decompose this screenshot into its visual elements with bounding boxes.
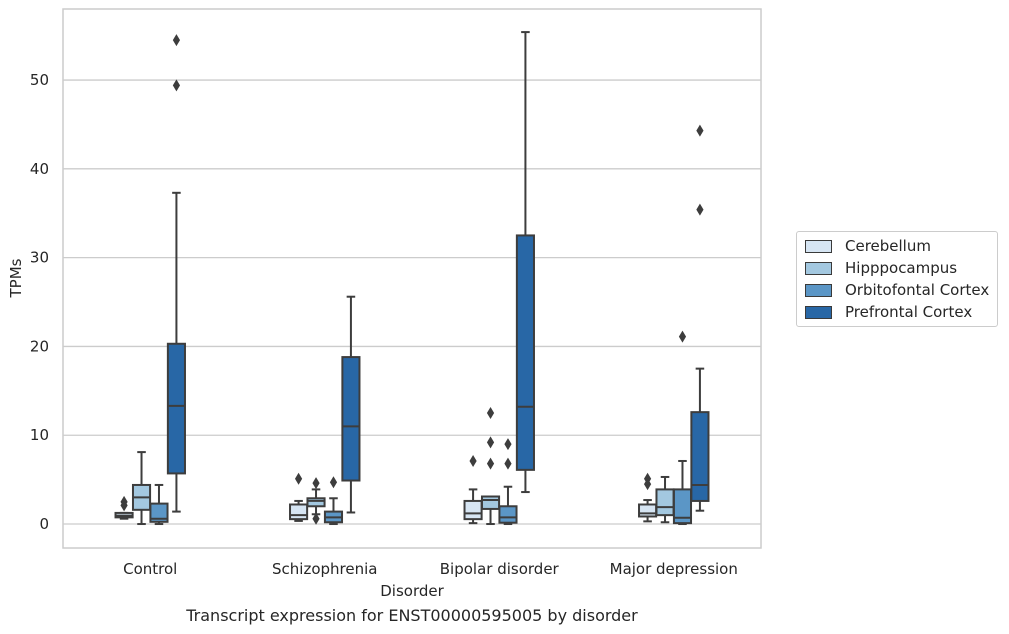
outlier-cerebellum-major-depression-1 xyxy=(643,472,652,485)
box-prefrontal-cortex-major-depression xyxy=(690,124,710,512)
legend-swatch-cerebellum xyxy=(805,239,832,253)
box-body-prefrontal-cortex-major-depression xyxy=(690,411,710,502)
outlier-orbitofontal-cortex-major-depression-0 xyxy=(678,330,687,343)
chart-caption: Transcript expression for ENST0000059500… xyxy=(186,606,638,625)
y-tick-label-40: 40 xyxy=(30,160,49,178)
box-hipppocampus-schizophrenia xyxy=(306,477,326,525)
box-body-hipppocampus-schizophrenia xyxy=(306,497,326,508)
outlier-hipppocampus-bipolar-disorder-1 xyxy=(486,436,495,449)
outlier-cerebellum-bipolar-disorder-0 xyxy=(469,454,477,467)
y-tick-label-20: 20 xyxy=(30,337,49,355)
box-hipppocampus-bipolar-disorder xyxy=(480,407,501,526)
box-hipppocampus-control xyxy=(131,451,152,526)
legend-item-hippocampus: Hipppocampus xyxy=(805,257,957,279)
box-hipppocampus-major-depression xyxy=(655,475,675,524)
outlier-hipppocampus-bipolar-disorder-0 xyxy=(486,457,495,470)
box-body-cerebellum-bipolar-disorder xyxy=(463,499,483,521)
x-tick-label-control: Control xyxy=(123,560,177,578)
y-tick-label-0: 0 xyxy=(39,515,49,533)
outlier-prefrontal-cortex-control-1 xyxy=(172,34,181,47)
box-body-hipppocampus-bipolar-disorder xyxy=(480,495,501,510)
legend-label-cerebellum: Cerebellum xyxy=(845,237,931,255)
boxes xyxy=(114,31,710,526)
legend-item-prefrontal: Prefrontal Cortex xyxy=(805,301,972,323)
legend-label-hippocampus: Hipppocampus xyxy=(845,259,958,277)
box-prefrontal-cortex-bipolar-disorder xyxy=(515,31,535,494)
box-body-orbitofontal-cortex-bipolar-disorder xyxy=(498,505,518,524)
outlier-prefrontal-cortex-control-0 xyxy=(172,79,181,92)
outlier-prefrontal-cortex-major-depression-1 xyxy=(696,124,704,137)
y-axis-label: TPMs xyxy=(7,258,25,298)
legend-swatch-prefrontal xyxy=(805,305,832,319)
outlier-orbitofontal-cortex-bipolar-disorder-1 xyxy=(504,438,512,451)
legend-swatch-orbitofrontal xyxy=(805,283,832,297)
box-body-hipppocampus-major-depression xyxy=(655,488,675,517)
y-tick-label-30: 30 xyxy=(30,249,49,267)
legend-item-cerebellum: Cerebellum xyxy=(805,235,931,257)
box-body-cerebellum-schizophrenia xyxy=(289,503,309,521)
outlier-cerebellum-schizophrenia-0 xyxy=(294,472,303,485)
box-cerebellum-control xyxy=(114,495,134,520)
box-body-prefrontal-cortex-schizophrenia xyxy=(341,356,361,482)
outlier-orbitofontal-cortex-bipolar-disorder-0 xyxy=(504,457,512,470)
y-tick-label-50: 50 xyxy=(30,71,49,89)
box-cerebellum-schizophrenia xyxy=(289,472,309,522)
box-orbitofontal-cortex-control xyxy=(149,483,169,526)
y-tick-label-10: 10 xyxy=(30,426,49,444)
outlier-orbitofontal-cortex-schizophrenia-0 xyxy=(329,476,338,489)
legend-swatch-hippocampus xyxy=(805,261,832,275)
box-prefrontal-cortex-schizophrenia xyxy=(341,295,361,514)
box-orbitofontal-cortex-major-depression xyxy=(672,330,693,526)
y-tick-labels: 0 10 20 30 40 50 xyxy=(30,71,49,533)
plot-frame xyxy=(62,8,762,549)
box-body-cerebellum-major-depression xyxy=(638,503,658,518)
x-axis-label: Disorder xyxy=(380,582,444,600)
legend-label-prefrontal: Prefrontal Cortex xyxy=(845,303,973,321)
box-body-prefrontal-cortex-bipolar-disorder xyxy=(515,234,535,471)
box-orbitofontal-cortex-bipolar-disorder xyxy=(498,438,518,526)
box-cerebellum-major-depression xyxy=(638,472,658,523)
x-tick-label-schizophrenia: Schizophrenia xyxy=(272,560,377,578)
box-body-orbitofontal-cortex-control xyxy=(149,502,169,523)
box-orbitofontal-cortex-schizophrenia xyxy=(323,476,344,526)
box-cerebellum-bipolar-disorder xyxy=(463,454,483,525)
x-tick-labels: Control Schizophrenia Bipolar disorder Majo… xyxy=(123,560,738,578)
box-prefrontal-cortex-control xyxy=(166,34,186,513)
outlier-cerebellum-control-1 xyxy=(120,495,128,508)
x-tick-label-major-depression: Major depression xyxy=(610,560,738,578)
outlier-prefrontal-cortex-major-depression-0 xyxy=(696,203,704,216)
outlier-hipppocampus-bipolar-disorder-2 xyxy=(486,407,495,420)
legend-item-orbitofrontal: Orbitofontal Cortex xyxy=(805,279,989,301)
box-body-orbitofontal-cortex-major-depression xyxy=(672,488,693,525)
outlier-hipppocampus-schizophrenia-0 xyxy=(312,512,320,525)
legend: Cerebellum Hipppocampus Orbitofontal Cor… xyxy=(796,231,998,327)
box-body-prefrontal-cortex-control xyxy=(166,342,186,475)
legend-label-orbitofrontal: Orbitofontal Cortex xyxy=(845,281,990,299)
outlier-hipppocampus-schizophrenia-1 xyxy=(312,477,320,490)
x-tick-label-bipolar-disorder: Bipolar disorder xyxy=(440,560,560,578)
